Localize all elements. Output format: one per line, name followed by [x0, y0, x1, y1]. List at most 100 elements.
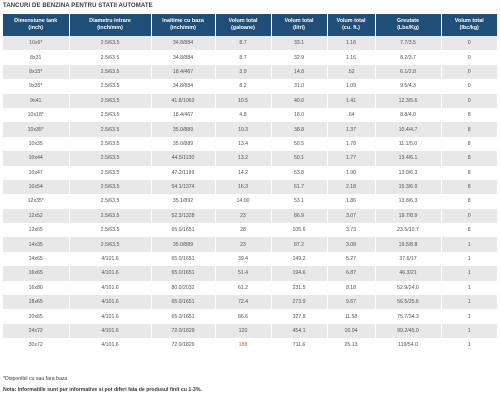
inlet-diameter-cell: 4/101.6: [69, 251, 152, 267]
height-cell: 35.0/889: [151, 122, 216, 137]
weight-cell: 52.9/24.0: [375, 280, 442, 296]
volume-cuft-cell: 1.37: [327, 122, 376, 137]
volume-lbc-cell: 8: [441, 122, 497, 137]
column-header-title: Volum total: [228, 18, 258, 24]
volume-liters-cell: 18.0: [271, 107, 328, 123]
inlet-diameter-cell: 2.5/63.5: [69, 36, 152, 51]
volume-liters-cell: 105.6: [271, 223, 328, 238]
volume-gallons-cell: 14.00: [215, 194, 272, 209]
table-row: 16x65 4/101.6 65.0/1651 51.4 194.6 6.87 46.3/2…: [3, 266, 497, 281]
volume-liters-cell: 53.8: [271, 165, 328, 180]
column-header-unit: (galoane): [231, 25, 255, 31]
tank-size-cell: 12x65: [3, 223, 70, 238]
tank-size-cell: 20x65: [3, 309, 70, 324]
volume-cuft-cell: 5.27: [327, 251, 376, 267]
volume-gallons-cell: 72.4: [215, 295, 272, 310]
volume-cuft-cell: 11.58: [327, 309, 376, 324]
volume-gallons-cell: 13.4: [215, 136, 272, 152]
tank-size-cell: 8x15*: [3, 64, 70, 80]
inlet-diameter-cell: 2.5/63.5: [69, 64, 152, 80]
table-row: 14x35 2.5/63.5 35.0/889 23 87.2 3.08 19.5/8.8 1: [3, 237, 497, 252]
weight-cell: 11.1/5.0: [375, 136, 442, 152]
tank-size-cell: 24x72: [3, 323, 70, 339]
volume-cuft-cell: .64: [327, 107, 376, 123]
inlet-diameter-cell: 2.5/63.5: [69, 93, 152, 108]
column-header-title: Volum total: [454, 18, 484, 24]
column-header: Diametru intrare (inch/mm): [69, 14, 152, 36]
volume-liters-cell: 31.0: [271, 79, 328, 94]
tank-size-cell: 12x35*: [3, 194, 70, 209]
table-row: 12x65 2.5/63.5 65.0/1651 28 105.6 3.73 23.5/10…: [3, 223, 497, 238]
inlet-diameter-cell: 4/101.6: [69, 309, 152, 324]
table-row: 16x80 4/101.6 80.0/2032 61.2 231.5 8.18 52.9/2…: [3, 280, 497, 296]
weight-cell: 13.4/6.1: [375, 151, 442, 166]
volume-lbc-cell: 1: [441, 251, 497, 267]
height-cell: 34.8/884: [151, 50, 216, 65]
volume-gallons-cell: 10.3: [215, 122, 272, 137]
volume-lbc-cell: 8: [441, 136, 497, 152]
tank-size-cell: 16x80: [3, 280, 70, 296]
inlet-diameter-cell: 4/101.6: [69, 280, 152, 296]
volume-gallons-cell: 23: [215, 237, 272, 252]
volume-gallons-cell: 8.7: [215, 50, 272, 65]
volume-gallons-cell: 86.6: [215, 309, 272, 324]
tank-size-cell: 10x47: [3, 165, 70, 180]
height-cell: 65.0/1651: [151, 223, 216, 238]
inlet-diameter-cell: 2.5/63.5: [69, 179, 152, 195]
volume-lbc-cell: 8: [441, 165, 497, 180]
volume-cuft-cell: 1.78: [327, 136, 376, 152]
volume-cuft-cell: 8.18: [327, 280, 376, 296]
volume-cuft-cell: 3.08: [327, 237, 376, 252]
volume-cuft-cell: 1.41: [327, 93, 376, 108]
volume-gallons-cell: 61.2: [215, 280, 272, 296]
volume-cuft-cell: 1.16: [327, 36, 376, 51]
table-row: 10x35 2.5/63.5 35.0/889 13.4 50.5 1.78 11.1/5.…: [3, 136, 497, 152]
tank-size-cell: 10x44: [3, 151, 70, 166]
height-cell: 34.8/884: [151, 79, 216, 94]
height-cell: 72.0/1829: [151, 323, 216, 339]
tank-size-cell: 14x65: [3, 251, 70, 267]
volume-cuft-cell: 6.87: [327, 266, 376, 281]
table-row: 12x35* 2.5/63.5 35.1/892 14.00 53.1 1.86 13.8/…: [3, 194, 497, 209]
volume-cuft-cell: 9.67: [327, 295, 376, 310]
volume-liters-cell: 231.5: [271, 280, 328, 296]
tank-size-cell: 12x52: [3, 208, 70, 224]
height-cell: 35.0/889: [151, 237, 216, 252]
volume-liters-cell: 711.6: [271, 338, 328, 353]
volume-liters-cell: 40.0: [271, 93, 328, 108]
height-cell: 35.0/889: [151, 136, 216, 152]
volume-liters-cell: 33.1: [271, 36, 328, 51]
tank-size-cell: 9x35*: [3, 79, 70, 94]
volume-cuft-cell: 1.09: [327, 79, 376, 94]
volume-lbc-cell: 8: [441, 179, 497, 195]
table-row: 10x54 2.5/63.5 54.1/1374 16.3 61.7 2.18 15.3/6…: [3, 179, 497, 195]
inlet-diameter-cell: 4/101.6: [69, 266, 152, 281]
volume-lbc-cell: 1: [441, 323, 497, 339]
table-row: 14x65 4/101.6 65.0/1651 39.4 149.2 5.27 37.6/1…: [3, 251, 497, 267]
tank-size-cell: 30x72: [3, 338, 70, 353]
table-row: 10x6* 2.5/63.5 34.8/884 8.7 33.1 1.16 7.7/3.5 0: [3, 36, 497, 51]
volume-cuft-cell: 2.18: [327, 179, 376, 195]
weight-cell: 12.3/5.6: [375, 93, 442, 108]
inlet-diameter-cell: 4/101.6: [69, 323, 152, 339]
height-cell: 18.4/467: [151, 107, 216, 123]
volume-lbc-cell: 8: [441, 194, 497, 209]
table-row: 9x41 2.5/63.5 41.8/1062 10.5 40.0 1.41 12.3/5.…: [3, 93, 497, 108]
volume-cuft-cell: 16.04: [327, 323, 376, 339]
volume-cuft-cell: 1.16: [327, 50, 376, 65]
tank-size-cell: 10x6*: [3, 36, 70, 51]
tank-size-cell: 14x35: [3, 237, 70, 252]
volume-liters-cell: 50.5: [271, 136, 328, 152]
height-cell: 65.0/1651: [151, 295, 216, 310]
volume-lbc-cell: 1: [441, 280, 497, 296]
table-row: 20x65 4/101.6 65.0/1651 86.6 327.8 11.58 75.7/…: [3, 309, 497, 324]
table-row: 10x18* 2.5/63.5 18.4/467 4.8 18.0.64 8.8/4.0 8: [3, 107, 497, 123]
column-header-unit: (cu. ft.): [342, 25, 360, 31]
table-row: 10x35* 2.5/63.5 35.0/889 10.3 38.8 1.37 10.4/4…: [3, 122, 497, 137]
weight-cell: 8.2/3.7: [375, 50, 442, 65]
inlet-diameter-cell: 2.5/63.5: [69, 151, 152, 166]
page-title: TANCURI DE BENZINA PENTRU STATII AUTOMAT…: [3, 3, 153, 9]
tank-size-cell: 8x31: [3, 50, 70, 65]
volume-lbc-cell: 0: [441, 208, 497, 224]
column-header-title: Volum total: [336, 18, 366, 24]
